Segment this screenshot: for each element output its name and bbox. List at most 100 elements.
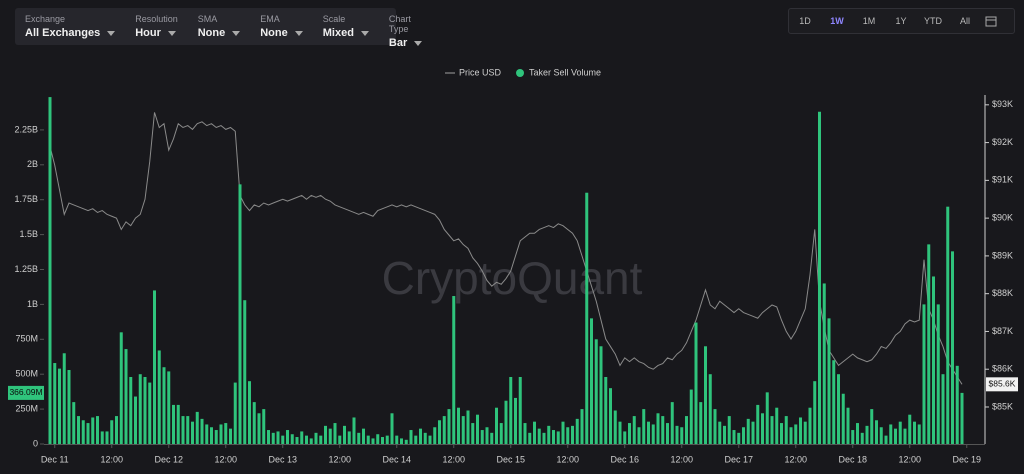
bar: [732, 430, 736, 444]
range-button[interactable]: 1W: [830, 16, 844, 26]
bar: [167, 371, 171, 444]
bar: [908, 414, 912, 444]
bar: [105, 431, 109, 444]
bar: [632, 416, 636, 444]
bar: [153, 290, 156, 444]
bar: [328, 428, 332, 444]
bar: [352, 417, 356, 444]
y2-tick-label: $88K: [992, 288, 1013, 298]
filter-value: All Exchanges: [25, 27, 115, 39]
bar: [262, 409, 266, 444]
filter-dropdown[interactable]: Scale Mixed: [313, 8, 379, 45]
bar: [851, 430, 855, 444]
filter-dropdown[interactable]: Resolution Hour: [125, 8, 188, 45]
range-button[interactable]: 1D: [799, 16, 811, 26]
bar: [647, 421, 650, 444]
bar: [400, 438, 403, 444]
bar: [670, 402, 674, 444]
bar: [176, 404, 180, 444]
bar: [490, 432, 494, 444]
bar: [951, 251, 954, 444]
bar: [841, 393, 845, 444]
x-tick-label: Dec 11: [41, 454, 69, 464]
bar: [556, 431, 560, 444]
bar: [504, 400, 508, 444]
bar: [371, 438, 375, 444]
bar: [718, 421, 722, 444]
bar: [110, 420, 114, 444]
bar: [390, 413, 394, 444]
y2-tick-label: $91K: [992, 175, 1013, 185]
x-tick-label: 12:00: [898, 454, 921, 464]
bar: [305, 435, 308, 444]
x-tick-label: Dec 14: [382, 454, 411, 464]
bar: [566, 427, 570, 444]
bar: [523, 423, 527, 444]
bar: [219, 424, 223, 444]
bar: [575, 418, 579, 444]
bar: [96, 416, 99, 444]
last-value-label: $85.6K: [989, 379, 1016, 389]
filter-dropdown[interactable]: EMA None: [250, 8, 313, 45]
bar: [761, 413, 764, 444]
bar: [229, 428, 232, 444]
calendar-button[interactable]: [981, 15, 1001, 27]
bar: [514, 397, 517, 444]
bar: [485, 427, 489, 444]
bar: [675, 425, 679, 444]
filter-label: Scale: [322, 14, 346, 24]
bar: [822, 283, 826, 444]
bar: [457, 407, 460, 444]
range-button[interactable]: 1Y: [895, 16, 907, 26]
bar: [191, 421, 194, 444]
bar: [186, 416, 190, 444]
bar: [200, 418, 204, 444]
bar: [680, 427, 684, 444]
bar: [480, 430, 484, 444]
bar: [124, 349, 128, 444]
bar: [955, 365, 959, 444]
bar: [756, 404, 760, 444]
bar: [713, 409, 717, 444]
bar: [195, 411, 199, 444]
bar: [765, 392, 769, 444]
bar: [727, 416, 731, 444]
bar: [704, 346, 707, 444]
y-tick-label: 0: [33, 438, 38, 448]
filter-dropdown[interactable]: Chart Type Bar: [379, 8, 432, 49]
y-tick-label: 250M: [15, 403, 38, 413]
bar: [428, 435, 432, 444]
range-button[interactable]: YTD: [924, 16, 942, 26]
bar: [533, 421, 536, 444]
filter-value: Bar: [389, 37, 422, 49]
bar: [319, 435, 323, 444]
toolbar: Exchange All Exchanges Resolution Hour SMA No…: [15, 8, 411, 49]
bar: [214, 430, 218, 444]
calendar-icon: [985, 16, 997, 27]
bar: [537, 428, 541, 444]
bar: [746, 418, 750, 444]
bar: [423, 432, 427, 444]
range-button[interactable]: All: [959, 16, 970, 26]
bar: [205, 424, 209, 444]
bar: [846, 407, 850, 444]
y2-tick-label: $93K: [992, 99, 1013, 109]
bar: [81, 420, 85, 444]
bar: [72, 402, 76, 444]
x-tick-label: Dec 15: [496, 454, 525, 464]
bar: [661, 416, 665, 444]
bar: [115, 416, 118, 444]
bar: [414, 435, 418, 444]
bar: [884, 435, 888, 444]
last-value-badge: [986, 377, 1018, 392]
filter-dropdown[interactable]: Exchange All Exchanges: [15, 8, 125, 45]
bar: [856, 423, 859, 444]
bar: [210, 427, 213, 444]
bar: [803, 421, 807, 444]
range-button[interactable]: 1M: [862, 16, 876, 26]
bar: [343, 425, 346, 444]
bar: [685, 416, 688, 444]
bar: [818, 111, 821, 444]
filter-dropdown[interactable]: SMA None: [188, 8, 251, 45]
bar: [894, 428, 897, 444]
